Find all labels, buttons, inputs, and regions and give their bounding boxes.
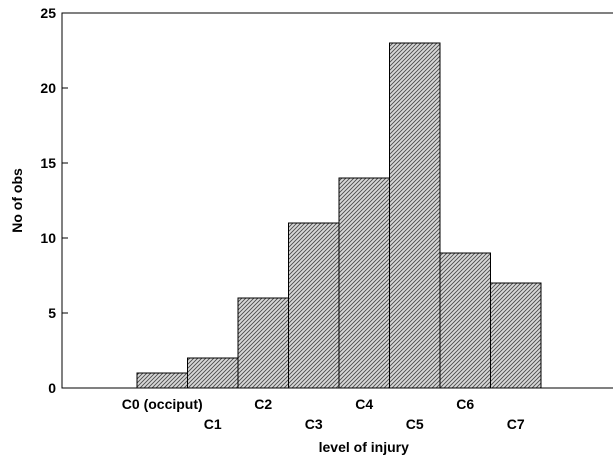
y-tick-label: 0 bbox=[48, 380, 56, 396]
y-axis-label: No of obs bbox=[9, 168, 25, 233]
bar-c5 bbox=[389, 42, 441, 389]
bar-c0 bbox=[136, 372, 188, 389]
x-tick-label: C5 bbox=[406, 416, 424, 432]
x-axis-label: level of injury bbox=[319, 439, 409, 455]
bar-c3 bbox=[288, 222, 340, 389]
y-tick-label: 5 bbox=[48, 305, 56, 321]
y-tick-label: 20 bbox=[40, 80, 56, 96]
x-tick-label: C0 (occiput) bbox=[122, 396, 203, 412]
bar-c1 bbox=[187, 357, 239, 389]
y-tick-label: 15 bbox=[40, 155, 56, 171]
y-tick-label: 25 bbox=[40, 5, 56, 21]
bars-layer bbox=[136, 42, 542, 389]
x-tick-label: C4 bbox=[355, 396, 373, 412]
x-tick-label: C1 bbox=[204, 416, 222, 432]
bar-c2 bbox=[237, 297, 289, 389]
bar-c6 bbox=[439, 252, 491, 389]
x-tick-label: C7 bbox=[507, 416, 525, 432]
x-axis: C0 (occiput)C1 C2 C3 C4 C5 C6 C7 bbox=[122, 396, 525, 432]
bar-c4 bbox=[338, 177, 390, 389]
plot-area-frame bbox=[61, 12, 613, 389]
y-tick-label: 10 bbox=[40, 230, 56, 246]
x-tick-label: C2 bbox=[254, 396, 272, 412]
y-axis: 0 5 10 15 20 25 bbox=[40, 5, 68, 396]
x-tick-label: C3 bbox=[305, 416, 323, 432]
x-tick-label: C6 bbox=[456, 396, 474, 412]
bar-c7 bbox=[490, 282, 542, 389]
